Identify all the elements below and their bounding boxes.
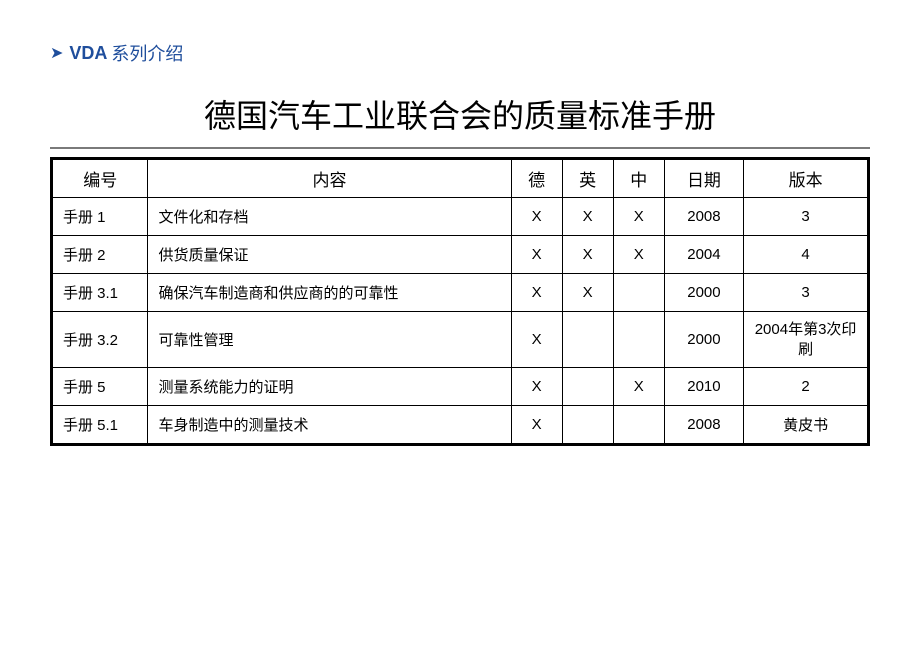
cell-english bbox=[562, 312, 613, 368]
breadcrumb-prefix: VDA bbox=[69, 43, 107, 64]
cell-id: 手册 3.2 bbox=[52, 312, 148, 368]
cell-german: X bbox=[511, 236, 562, 274]
cell-german: X bbox=[511, 406, 562, 445]
cell-chinese bbox=[613, 406, 664, 445]
cell-id: 手册 3.1 bbox=[52, 274, 148, 312]
cell-id: 手册 5.1 bbox=[52, 406, 148, 445]
header-date: 日期 bbox=[664, 159, 743, 198]
cell-id: 手册 1 bbox=[52, 198, 148, 236]
table-row: 手册 3.1确保汽车制造商和供应商的的可靠性XX20003 bbox=[52, 274, 869, 312]
table-row: 手册 5测量系统能力的证明XX20102 bbox=[52, 368, 869, 406]
header-version: 版本 bbox=[744, 159, 869, 198]
cell-chinese bbox=[613, 312, 664, 368]
cell-date: 2000 bbox=[664, 274, 743, 312]
cell-german: X bbox=[511, 312, 562, 368]
header-german: 德 bbox=[511, 159, 562, 198]
cell-chinese: X bbox=[613, 198, 664, 236]
cell-english bbox=[562, 406, 613, 445]
page-title: 德国汽车工业联合会的质量标准手册 bbox=[50, 91, 870, 137]
cell-chinese: X bbox=[613, 236, 664, 274]
cell-content: 车身制造中的测量技术 bbox=[148, 406, 511, 445]
cell-version: 2 bbox=[744, 368, 869, 406]
table-row: 手册 2供货质量保证XXX20044 bbox=[52, 236, 869, 274]
cell-content: 确保汽车制造商和供应商的的可靠性 bbox=[148, 274, 511, 312]
header-id: 编号 bbox=[52, 159, 148, 198]
cell-german: X bbox=[511, 198, 562, 236]
breadcrumb-text: 系列介绍 bbox=[111, 40, 183, 66]
table-row: 手册 3.2可靠性管理X 20002004年第3次印刷 bbox=[52, 312, 869, 368]
cell-version: 4 bbox=[744, 236, 869, 274]
cell-english: X bbox=[562, 236, 613, 274]
table-row: 手册 1文件化和存档XXX20083 bbox=[52, 198, 869, 236]
cell-date: 2008 bbox=[664, 198, 743, 236]
cell-content: 可靠性管理 bbox=[148, 312, 511, 368]
cell-date: 2004 bbox=[664, 236, 743, 274]
cell-version: 3 bbox=[744, 198, 869, 236]
table-row: 手册 5.1车身制造中的测量技术X 2008黄皮书 bbox=[52, 406, 869, 445]
header-english: 英 bbox=[562, 159, 613, 198]
cell-content: 文件化和存档 bbox=[148, 198, 511, 236]
cell-english: X bbox=[562, 274, 613, 312]
cell-content: 供货质量保证 bbox=[148, 236, 511, 274]
cell-english: X bbox=[562, 198, 613, 236]
cell-german: X bbox=[511, 368, 562, 406]
header-content: 内容 bbox=[148, 159, 511, 198]
title-underline bbox=[50, 147, 870, 149]
cell-id: 手册 5 bbox=[52, 368, 148, 406]
cell-content: 测量系统能力的证明 bbox=[148, 368, 511, 406]
cell-german: X bbox=[511, 274, 562, 312]
table-header-row: 编号 内容 德 英 中 日期 版本 bbox=[52, 159, 869, 198]
header-chinese: 中 bbox=[613, 159, 664, 198]
cell-date: 2010 bbox=[664, 368, 743, 406]
cell-version: 黄皮书 bbox=[744, 406, 869, 445]
cell-date: 2000 bbox=[664, 312, 743, 368]
cell-chinese bbox=[613, 274, 664, 312]
cell-version: 2004年第3次印刷 bbox=[744, 312, 869, 368]
breadcrumb: ➤ VDA 系列介绍 bbox=[50, 40, 870, 66]
manual-table: 编号 内容 德 英 中 日期 版本 手册 1文件化和存档XXX20083手册 2… bbox=[50, 157, 870, 446]
cell-date: 2008 bbox=[664, 406, 743, 445]
cell-version: 3 bbox=[744, 274, 869, 312]
cell-id: 手册 2 bbox=[52, 236, 148, 274]
breadcrumb-arrow-icon: ➤ bbox=[50, 43, 63, 63]
cell-chinese: X bbox=[613, 368, 664, 406]
cell-english bbox=[562, 368, 613, 406]
